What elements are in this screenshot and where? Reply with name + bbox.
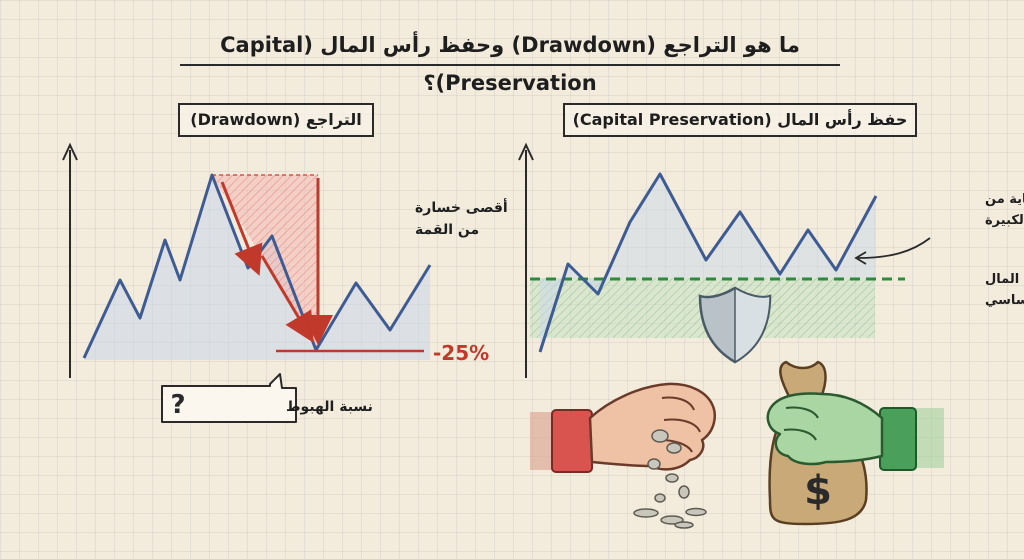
max-loss-label-line-1: أقصى خسارة (415, 198, 508, 216)
price-area-fill-right (540, 174, 876, 352)
question-mark-icon: ? (170, 390, 185, 420)
drawdown-value: -25% (433, 341, 489, 365)
capital-chart: الحماية من الخسائر الكبيرة رأس المال الأ… (518, 142, 1024, 378)
drawdown-chart: أقصى خسارة من القمة -25% ? نسبة الهبوط (62, 142, 508, 423)
protection-label-line-1: الحماية من (985, 192, 1024, 207)
shield-icon (698, 286, 772, 364)
capital-label-line-2: الأساسي (985, 291, 1024, 308)
y-axis-right-arrow-icon (518, 142, 534, 161)
callout-bubble (161, 373, 297, 423)
protection-pointer (857, 237, 931, 259)
decline-arrow-1 (220, 181, 263, 276)
drawdown-panel-title: التراجع (Drawdown) (178, 103, 374, 137)
red-sleeve (551, 409, 593, 473)
page-title: ما هو التراجع (Drawdown) وحفظ رأس المال … (180, 26, 840, 95)
hand-dropping-coins (530, 382, 716, 529)
capital-preservation-panel-title: حفظ رأس المال (Capital Preservation) (563, 103, 917, 137)
falling-coins (633, 429, 707, 529)
green-fist (766, 392, 884, 466)
dollar-sign-icon: $ (804, 468, 832, 514)
max-loss-label-line-2: من القمة (415, 222, 479, 238)
green-sleeve (879, 407, 917, 471)
price-line (82, 173, 432, 359)
protection-pointer-arrow-icon (854, 251, 867, 265)
y-axis-arrow-icon (62, 142, 78, 161)
hand-holding-money-bag: $ (766, 360, 944, 526)
drawdown-callout: ? نسبة الهبوط (161, 373, 373, 423)
protection-label-line-2: الخسائر الكبيرة (985, 213, 1024, 228)
capital-label-line-1: رأس المال (985, 270, 1024, 287)
callout-label: نسبة الهبوط (286, 399, 373, 415)
price-line-right (538, 172, 878, 353)
decline-arrow-2 (260, 255, 314, 343)
